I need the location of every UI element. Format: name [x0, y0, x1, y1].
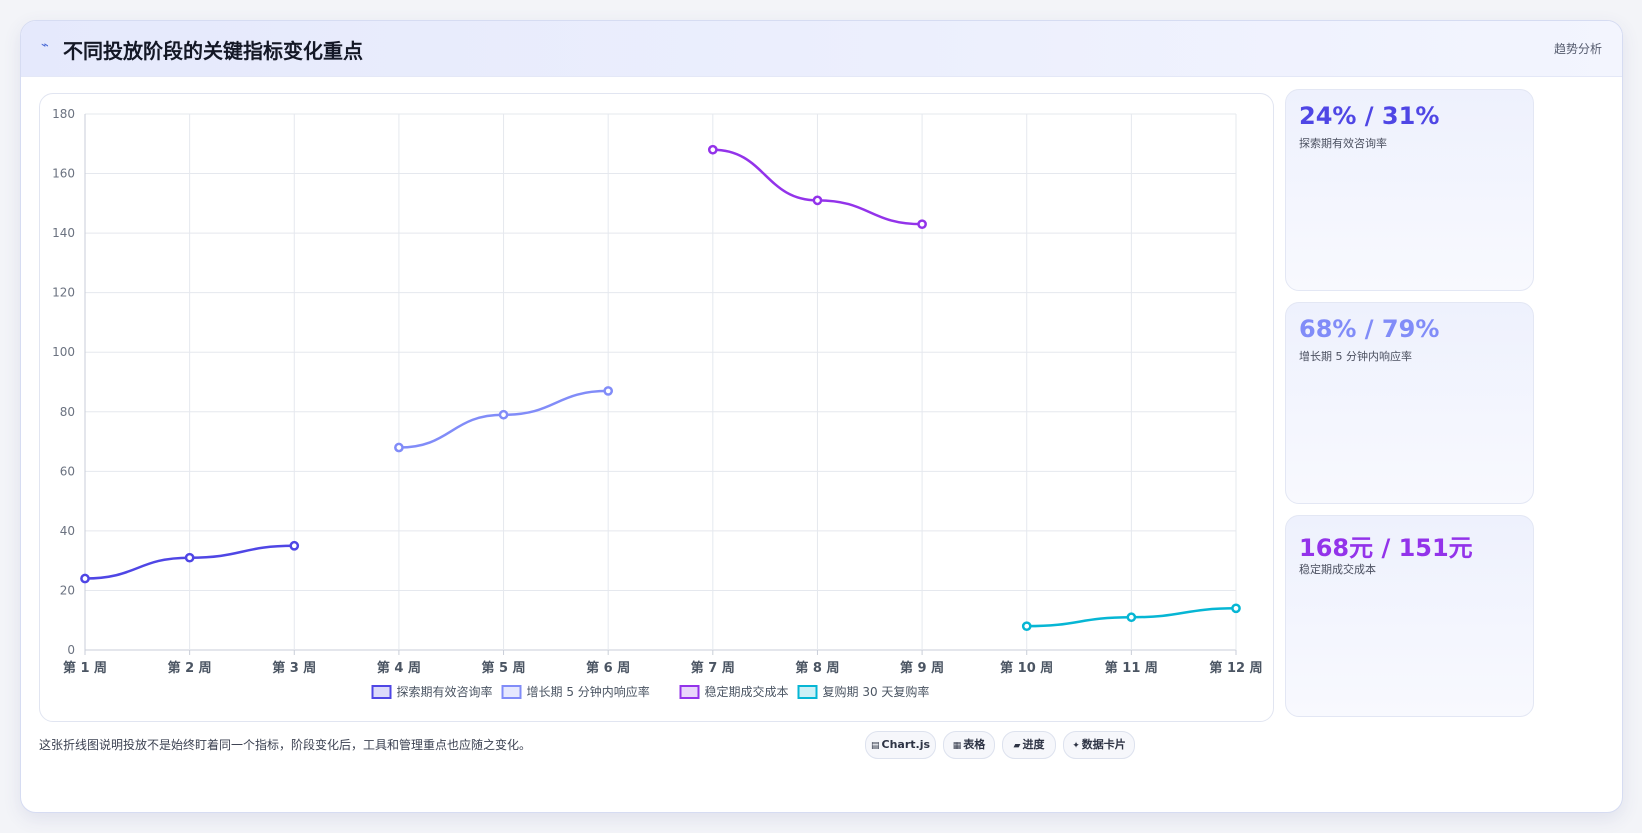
panel-title: 不同投放阶段的关键指标变化重点 [63, 39, 363, 63]
progress-icon: ▰ [1013, 741, 1021, 751]
data-point [498, 409, 509, 420]
data-point [917, 219, 927, 230]
x-tick-label: 第 2 周 [168, 660, 212, 676]
chip-label: 数据卡片 [1081, 738, 1126, 751]
x-tick-label: 第 3 周 [272, 660, 316, 676]
stat-card-stable: 168元 / 151元 稳定期成交成本 [1285, 515, 1534, 717]
y-tick-label: 140 [52, 226, 75, 240]
chip-progress[interactable]: ▰ 进度 [1002, 731, 1056, 759]
data-point [80, 573, 90, 584]
line-chart-card: 0 20 40 60 80 100 120 140 160 180 第 1 周 第 2 周 第 3 周 第… [39, 93, 1274, 722]
legend-label: 复购期 30 天复购率 [823, 684, 930, 699]
trend-analysis-tag: 趋势分析 [1553, 42, 1602, 56]
legend-swatch [501, 685, 522, 699]
stat-card-explore: 24% / 31% 探索期有效咨询率 [1285, 89, 1534, 291]
stat-card-growth: 68% / 79% 增长期 5 分钟内响应率 [1285, 302, 1534, 504]
legend-label: 探索期有效咨询率 [397, 684, 493, 699]
y-tick-label: 40 [60, 524, 75, 538]
chip-label: 表格 [963, 738, 986, 751]
stat-label: 探索期有效咨询率 [1299, 137, 1387, 150]
data-point [603, 386, 614, 396]
x-tick-label: 第 12 周 [1209, 660, 1262, 676]
chart-panel: ⌁ 不同投放阶段的关键指标变化重点 趋势分析 0 20 40 60 80 100 120 14… [20, 20, 1623, 813]
x-tick-label: 第 7 周 [691, 660, 735, 676]
panel-header: ⌁ 不同投放阶段的关键指标变化重点 趋势分析 [21, 21, 1622, 77]
data-point [1021, 621, 1032, 632]
stat-label: 增长期 5 分钟内响应率 [1299, 350, 1412, 363]
x-tick-label: 第 6 周 [586, 660, 630, 676]
data-point [812, 195, 823, 206]
data-point [394, 442, 404, 453]
chip-chartjs[interactable]: ▤ Chart.js [865, 731, 936, 759]
x-tick-label: 第 1 周 [63, 660, 107, 676]
chip-data-card[interactable]: ✦ 数据卡片 [1063, 731, 1135, 759]
x-tick-label: 第 8 周 [795, 660, 839, 676]
legend-swatch [371, 685, 392, 699]
chart-icon: ▤ [870, 741, 880, 751]
stat-value: 168元 / 151元 [1299, 534, 1473, 562]
chart-caption: 这张折线图说明投放不是始终盯着同一个指标，阶段变化后，工具和管理重点也应随之变化… [39, 738, 532, 752]
x-tick-label: 第 4 周 [377, 660, 421, 676]
line-chart: 0 20 40 60 80 100 120 140 160 180 第 1 周 第 2 周 第 3 周 第… [52, 107, 1263, 699]
chip-table[interactable]: ▦ 表格 [943, 731, 995, 759]
legend-swatch [679, 685, 700, 699]
stat-value: 68% / 79% [1299, 315, 1440, 343]
trend-line-icon: ⌁ [41, 38, 49, 53]
chip-label: Chart.js [881, 738, 931, 751]
legend-swatch [797, 685, 818, 699]
y-tick-label: 80 [60, 405, 75, 419]
y-tick-label: 120 [52, 286, 75, 300]
data-point [1231, 603, 1241, 614]
data-point [1126, 612, 1137, 623]
y-tick-label: 60 [60, 464, 75, 478]
data-point [289, 540, 300, 551]
y-tick-label: 180 [52, 107, 75, 121]
x-tick-label: 第 5 周 [481, 660, 525, 676]
legend-label: 稳定期成交成本 [705, 684, 789, 699]
x-tick-label: 第 9 周 [900, 660, 944, 676]
legend-label: 增长期 5 分钟内响应率 [527, 684, 650, 699]
x-tick-label: 第 10 周 [1000, 660, 1053, 676]
chip-label: 进度 [1022, 738, 1045, 751]
data-point [707, 144, 718, 155]
stat-label: 稳定期成交成本 [1299, 563, 1376, 576]
y-tick-label: 20 [60, 583, 75, 597]
x-tick-label: 第 11 周 [1105, 660, 1158, 676]
y-tick-label: 0 [67, 643, 75, 657]
table-icon: ▦ [952, 741, 962, 751]
data-point [184, 552, 195, 563]
y-tick-label: 160 [52, 167, 75, 181]
stat-value: 24% / 31% [1299, 102, 1440, 130]
card-icon: ✦ [1072, 741, 1080, 751]
y-tick-label: 100 [52, 345, 75, 359]
